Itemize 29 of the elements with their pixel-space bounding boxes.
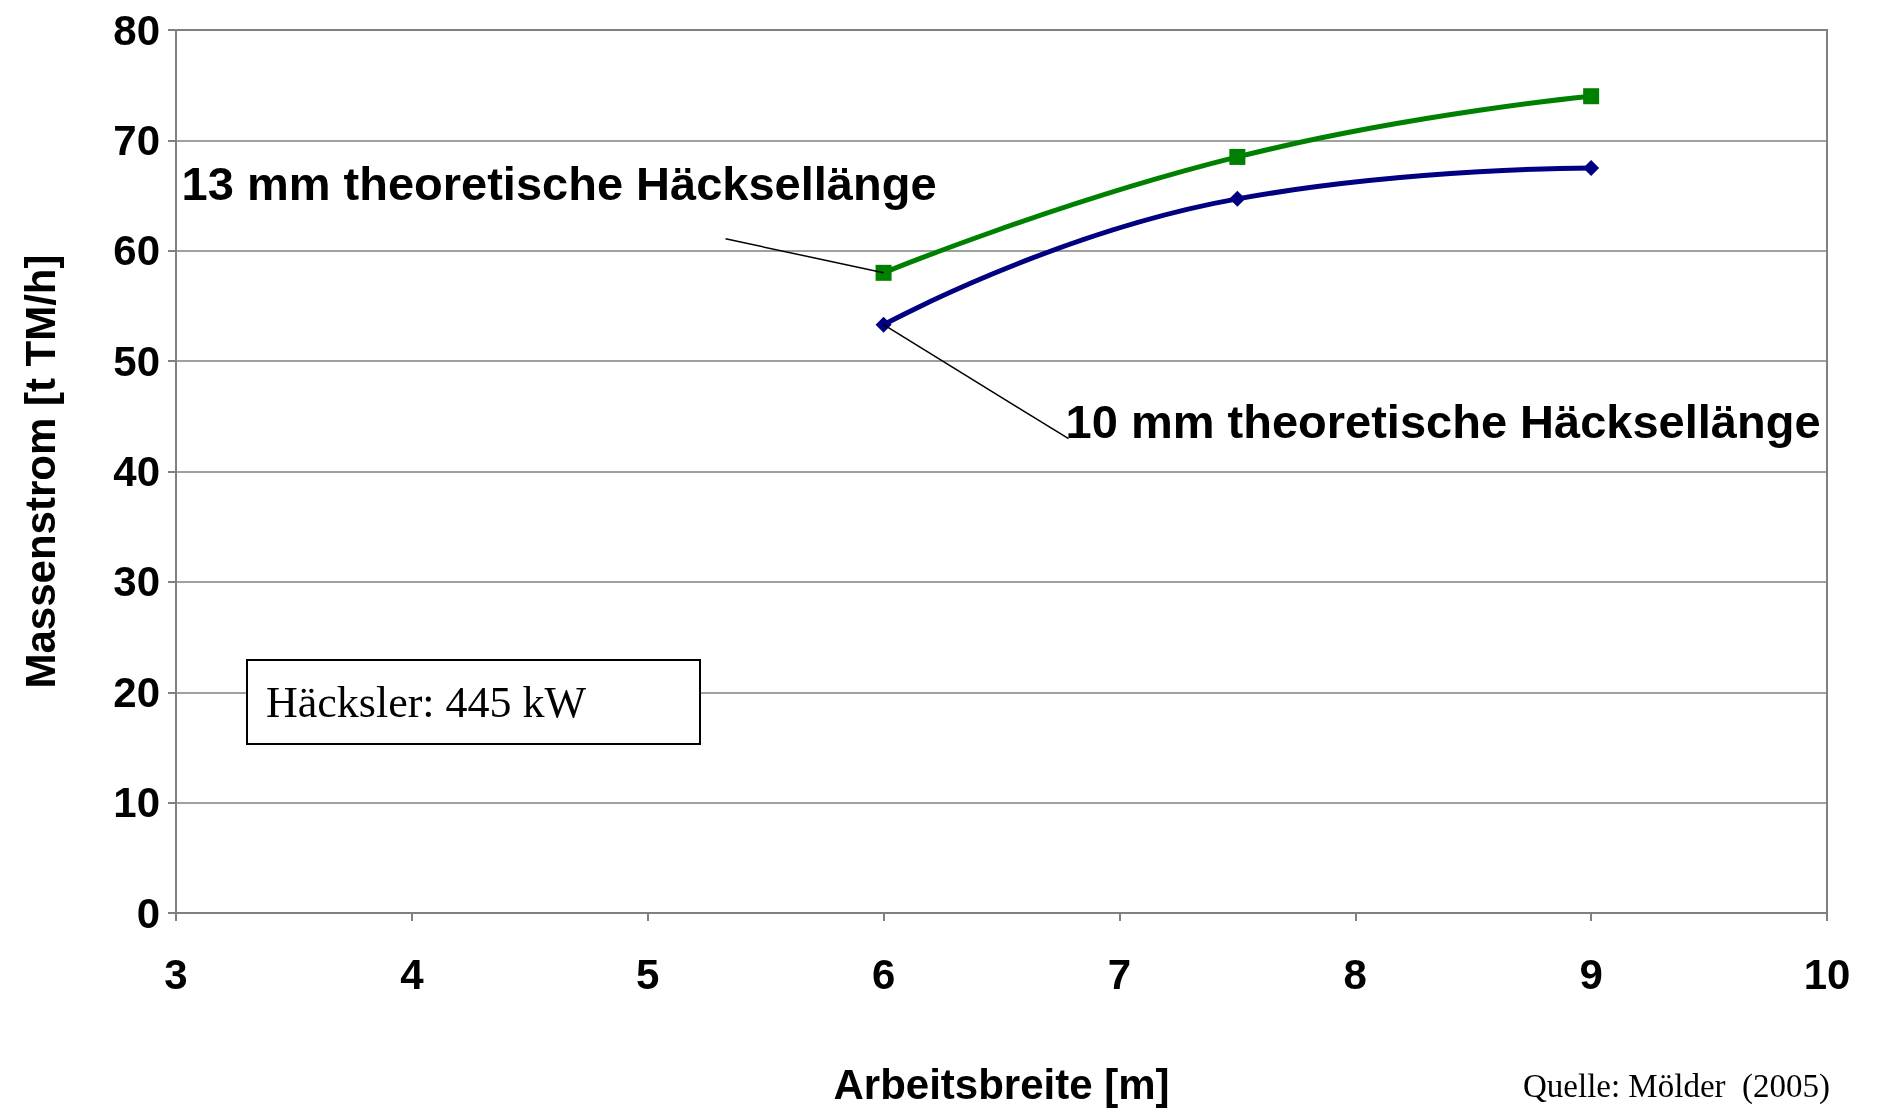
annotation: 13 mm theoretische Häcksellänge <box>181 157 937 211</box>
y-tick-label: 60 <box>113 227 160 275</box>
x-axis-title: Arbeitsbreite [m] <box>833 1060 1170 1108</box>
point <box>875 264 892 281</box>
x-tick-label: 9 <box>1579 950 1603 998</box>
y-axis-title: Massenstrom [t TM/h] <box>16 254 64 689</box>
annotation: 10 mm theoretische Häcksellänge <box>1065 395 1821 449</box>
y-tick-label: 50 <box>113 337 160 385</box>
y-tick-label: 0 <box>136 889 160 937</box>
x-tick-label: 5 <box>636 950 660 998</box>
y-tick-label: 30 <box>113 558 160 606</box>
point <box>875 316 892 333</box>
point <box>1583 88 1600 105</box>
x-tick-label: 10 <box>1803 950 1851 998</box>
x-tick-label: 4 <box>400 950 425 998</box>
point <box>1229 148 1246 165</box>
y-tick-label: 80 <box>113 6 160 54</box>
y-tick-label: 20 <box>113 668 160 716</box>
source-note: Quelle: Mölder (2005) <box>1522 1068 1830 1105</box>
y-tick-label: 10 <box>113 779 160 827</box>
point <box>1583 159 1600 176</box>
x-tick-label: 6 <box>871 950 896 998</box>
annotation: Häcksler: 445 kW <box>266 677 587 727</box>
x-tick-label: 3 <box>164 950 188 998</box>
y-tick-label: 70 <box>113 116 160 164</box>
y-tick-label: 40 <box>113 448 160 495</box>
x-tick-label: 8 <box>1343 950 1367 998</box>
point <box>1229 190 1246 207</box>
x-tick-label: 7 <box>1107 950 1132 998</box>
